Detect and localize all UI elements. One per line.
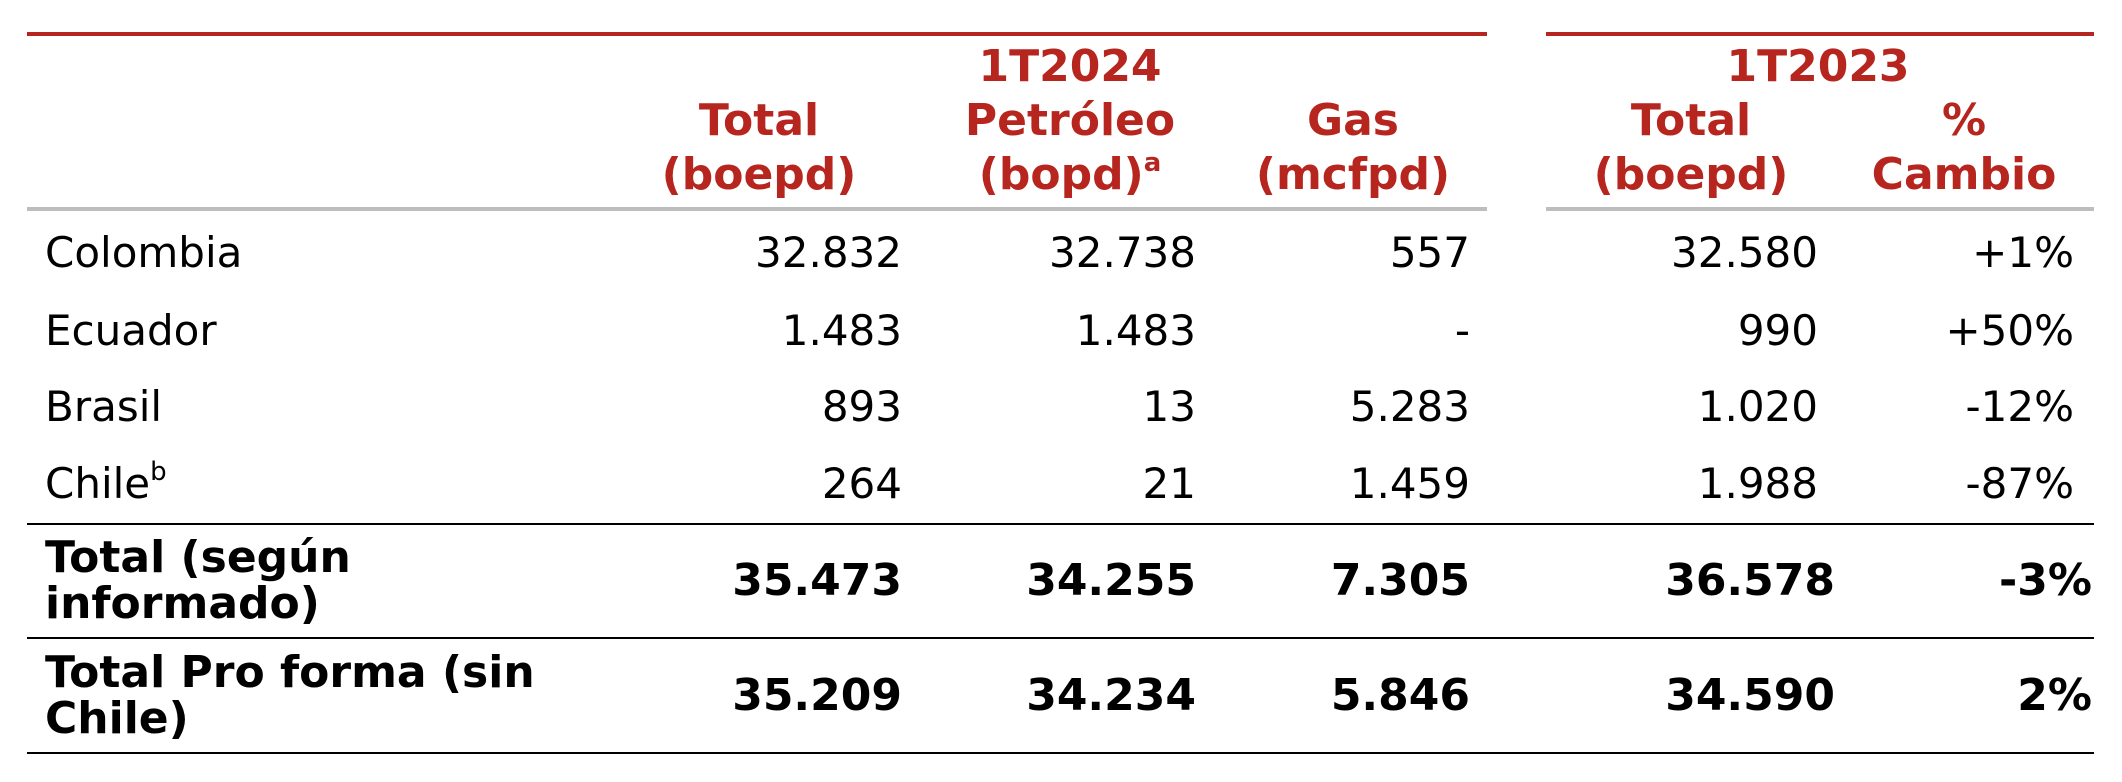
cell: 35.209 xyxy=(732,670,902,721)
row-label: Ecuador xyxy=(45,306,615,356)
cell: 34.234 xyxy=(1026,670,1196,721)
cell: 34.255 xyxy=(1026,555,1196,606)
cell: 32.580 xyxy=(1671,228,1818,277)
row-label: Brasil xyxy=(45,382,615,432)
cell: - xyxy=(1454,306,1470,355)
header-line: Total xyxy=(698,95,820,146)
cell: -3% xyxy=(1999,555,2092,606)
cell: 1.459 xyxy=(1349,459,1470,508)
header-line: Gas xyxy=(1307,95,1399,146)
cell: 264 xyxy=(821,459,902,508)
row-label-text: Brasil xyxy=(45,382,163,431)
header-line: % xyxy=(1941,95,1987,146)
cell: +50% xyxy=(1945,306,2074,355)
row-label: Total (según informado) xyxy=(45,535,615,627)
cell: 557 xyxy=(1389,228,1470,277)
group-header: 1T2023 xyxy=(1726,41,1910,92)
row-label-text: Ecuador xyxy=(45,306,217,355)
header-rule xyxy=(27,207,1487,211)
cell: 893 xyxy=(821,382,902,431)
top-rule xyxy=(27,32,1487,36)
footnote-mark: a xyxy=(1143,148,1162,178)
column-header: Total (boepd) xyxy=(1491,94,1891,202)
cell: 5.283 xyxy=(1349,382,1470,431)
top-rule xyxy=(1546,32,2094,36)
row-label: Chileb xyxy=(45,459,615,509)
column-header: Gas (mcfpd) xyxy=(1153,94,1553,202)
cell: +1% xyxy=(1972,228,2074,277)
row-label-text: Total Pro forma (sin Chile) xyxy=(45,647,535,744)
header-line: (boepd) xyxy=(1593,149,1789,200)
row-label-text: Colombia xyxy=(45,228,243,277)
cell: 34.590 xyxy=(1665,670,1835,721)
column-header: % Cambio xyxy=(1764,94,2122,202)
column-header: Total (boepd) xyxy=(559,94,959,202)
header-line: Cambio xyxy=(1871,149,2057,200)
cell: 2% xyxy=(2017,670,2092,721)
cell: 1.483 xyxy=(1075,306,1196,355)
cell: -87% xyxy=(1965,459,2074,508)
cell: 990 xyxy=(1737,306,1818,355)
row-label-text: Chile xyxy=(45,459,151,508)
cell: 35.473 xyxy=(732,555,902,606)
row-rule xyxy=(27,752,2094,754)
cell: 32.832 xyxy=(755,228,902,277)
group-header: 1T2024 xyxy=(978,41,1162,92)
header-line: Total xyxy=(1630,95,1752,146)
row-label: Total Pro forma (sin Chile) xyxy=(45,650,615,742)
row-rule xyxy=(27,523,2094,525)
cell: 7.305 xyxy=(1330,555,1470,606)
cell: 1.020 xyxy=(1697,382,1818,431)
header-line: (boepd) xyxy=(661,149,857,200)
cell: 1.988 xyxy=(1697,459,1818,508)
cell: 13 xyxy=(1142,382,1196,431)
header-line: Petróleo xyxy=(964,95,1176,146)
header-line: (mcfpd) xyxy=(1255,149,1451,200)
cell: 21 xyxy=(1142,459,1196,508)
row-label: Colombia xyxy=(45,228,615,278)
header-rule xyxy=(1546,207,2094,211)
header-line: (bopd)a xyxy=(978,148,1162,200)
cell: 5.846 xyxy=(1330,670,1470,721)
row-rule xyxy=(27,637,2094,639)
cell: -12% xyxy=(1965,382,2074,431)
footnote-mark: b xyxy=(150,457,167,487)
cell: 36.578 xyxy=(1665,555,1835,606)
cell: 32.738 xyxy=(1049,228,1196,277)
row-label-text: Total (según informado) xyxy=(45,532,351,629)
column-header: Petróleo (bopd)a xyxy=(870,94,1270,202)
cell: 1.483 xyxy=(781,306,902,355)
